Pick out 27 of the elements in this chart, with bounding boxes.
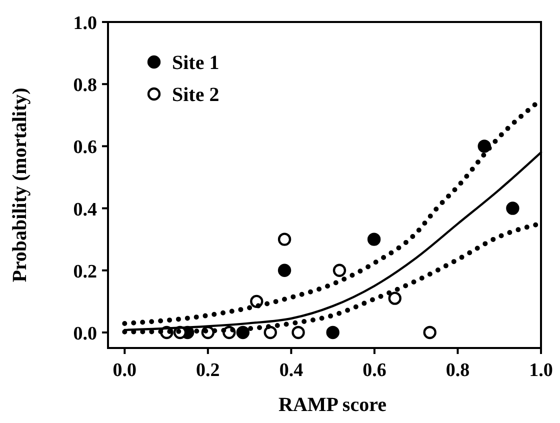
point <box>506 202 520 215</box>
x-tick-label: 0.4 <box>279 360 304 381</box>
point <box>367 232 381 246</box>
point <box>278 264 292 277</box>
x-tick-label: 0.0 <box>112 360 137 381</box>
y-tick-label: 0.6 <box>73 137 97 158</box>
legend-label: Site 1 <box>172 52 220 74</box>
y-tick-label: 0.8 <box>73 75 97 96</box>
x-tick-label: 0.8 <box>446 360 470 381</box>
y-tick-label: 0.4 <box>73 199 98 220</box>
y-tick-label: 1.0 <box>73 13 97 34</box>
x-tick-label: 0.2 <box>196 360 220 381</box>
y-tick-label: 0.0 <box>73 323 97 344</box>
point <box>264 326 277 340</box>
point <box>388 292 402 305</box>
point <box>423 326 436 340</box>
point <box>478 140 491 153</box>
y-tick-label: 0.2 <box>73 261 97 282</box>
point <box>332 264 346 277</box>
x-tick-label: 0.6 <box>362 360 386 381</box>
x-tick-label: 1.0 <box>529 360 553 381</box>
y-axis-title: Probability (mortality) <box>9 88 31 282</box>
legend-label: Site 2 <box>172 84 220 106</box>
x-axis-title: RAMP score <box>278 394 387 416</box>
point <box>278 232 292 246</box>
point <box>292 326 305 340</box>
point <box>326 326 340 340</box>
